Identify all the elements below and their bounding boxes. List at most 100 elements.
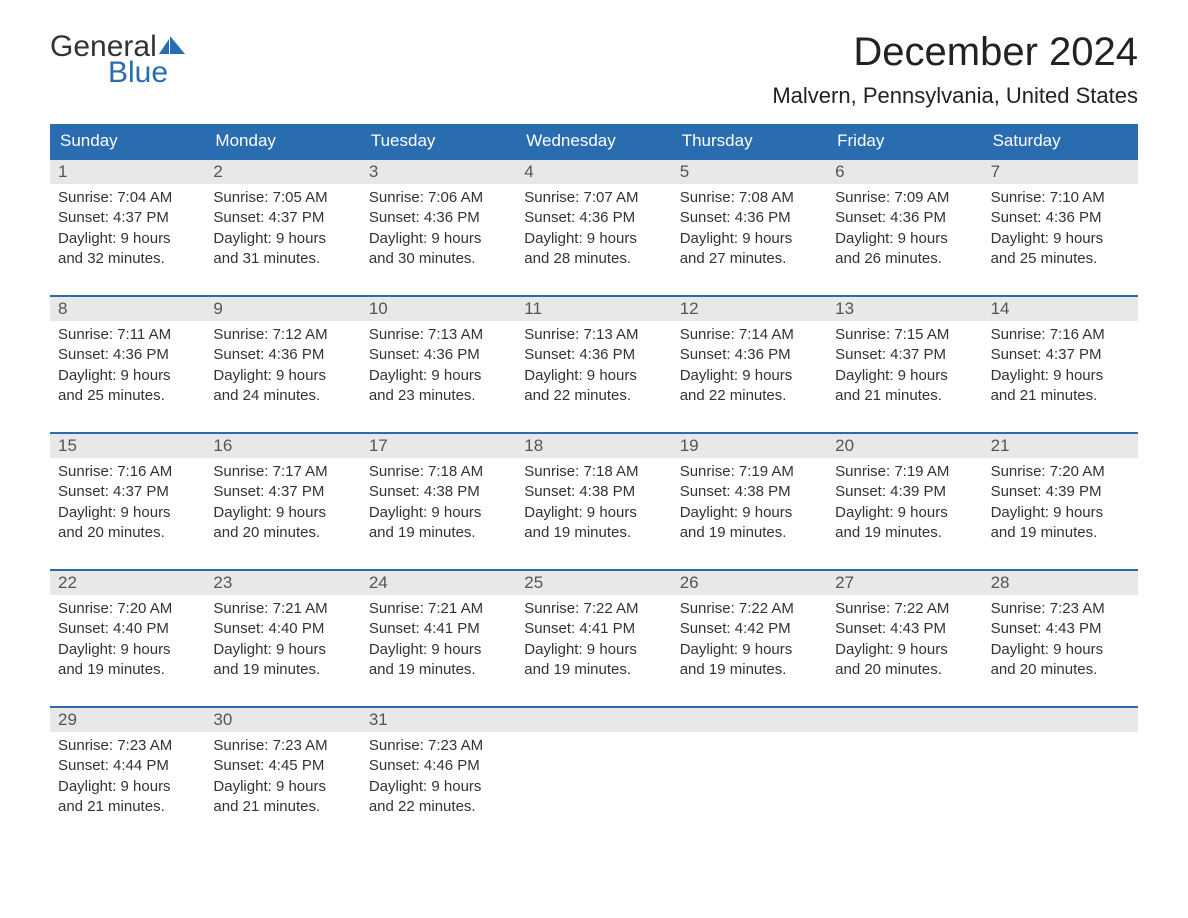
sunrise-text: Sunrise: 7:20 AM [58,599,197,619]
sunrise-text: Sunrise: 7:19 AM [835,462,974,482]
sunset-text: Sunset: 4:37 PM [58,208,197,228]
weekday-header-row: Sunday Monday Tuesday Wednesday Thursday… [50,124,1138,158]
sunset-text: Sunset: 4:39 PM [835,482,974,502]
day-cell: 26Sunrise: 7:22 AMSunset: 4:42 PMDayligh… [672,571,827,688]
day-number: 17 [361,434,516,458]
daylight-text: Daylight: 9 hours and 19 minutes. [369,503,508,544]
day-number-empty [827,708,982,732]
day-cell: 18Sunrise: 7:18 AMSunset: 4:38 PMDayligh… [516,434,671,551]
sunrise-text: Sunrise: 7:13 AM [524,325,663,345]
daylight-text: Daylight: 9 hours and 19 minutes. [835,503,974,544]
day-number: 3 [361,160,516,184]
page-header: General Blue December 2024 Malvern, Penn… [50,30,1138,109]
sunset-text: Sunset: 4:38 PM [369,482,508,502]
daylight-text: Daylight: 9 hours and 19 minutes. [680,503,819,544]
daylight-text: Daylight: 9 hours and 20 minutes. [58,503,197,544]
weeks-container: 1Sunrise: 7:04 AMSunset: 4:37 PMDaylight… [50,158,1138,825]
sunrise-text: Sunrise: 7:17 AM [213,462,352,482]
day-cell: 10Sunrise: 7:13 AMSunset: 4:36 PMDayligh… [361,297,516,414]
sunset-text: Sunset: 4:36 PM [991,208,1130,228]
day-number: 12 [672,297,827,321]
day-cell: 22Sunrise: 7:20 AMSunset: 4:40 PMDayligh… [50,571,205,688]
sunrise-text: Sunrise: 7:23 AM [213,736,352,756]
daylight-text: Daylight: 9 hours and 30 minutes. [369,229,508,270]
daylight-text: Daylight: 9 hours and 31 minutes. [213,229,352,270]
month-title: December 2024 [772,30,1138,75]
daylight-text: Daylight: 9 hours and 19 minutes. [991,503,1130,544]
day-info: Sunrise: 7:10 AMSunset: 4:36 PMDaylight:… [983,184,1138,277]
day-number: 22 [50,571,205,595]
sunrise-text: Sunrise: 7:16 AM [58,462,197,482]
weekday-wednesday: Wednesday [516,124,671,158]
week-row: 1Sunrise: 7:04 AMSunset: 4:37 PMDaylight… [50,158,1138,277]
sunrise-text: Sunrise: 7:10 AM [991,188,1130,208]
day-info: Sunrise: 7:05 AMSunset: 4:37 PMDaylight:… [205,184,360,277]
sunset-text: Sunset: 4:45 PM [213,756,352,776]
day-number: 6 [827,160,982,184]
sunset-text: Sunset: 4:46 PM [369,756,508,776]
day-number: 18 [516,434,671,458]
logo: General Blue [50,30,187,90]
sunset-text: Sunset: 4:36 PM [680,345,819,365]
day-cell [983,708,1138,825]
day-info: Sunrise: 7:13 AMSunset: 4:36 PMDaylight:… [361,321,516,414]
daylight-text: Daylight: 9 hours and 20 minutes. [213,503,352,544]
day-number: 4 [516,160,671,184]
sunrise-text: Sunrise: 7:05 AM [213,188,352,208]
sunset-text: Sunset: 4:36 PM [524,208,663,228]
day-cell: 31Sunrise: 7:23 AMSunset: 4:46 PMDayligh… [361,708,516,825]
day-info: Sunrise: 7:18 AMSunset: 4:38 PMDaylight:… [516,458,671,551]
day-info: Sunrise: 7:23 AMSunset: 4:43 PMDaylight:… [983,595,1138,688]
sunset-text: Sunset: 4:42 PM [680,619,819,639]
sunset-text: Sunset: 4:36 PM [680,208,819,228]
day-info: Sunrise: 7:19 AMSunset: 4:38 PMDaylight:… [672,458,827,551]
day-info: Sunrise: 7:06 AMSunset: 4:36 PMDaylight:… [361,184,516,277]
day-number: 23 [205,571,360,595]
day-info: Sunrise: 7:22 AMSunset: 4:43 PMDaylight:… [827,595,982,688]
day-number: 11 [516,297,671,321]
day-number: 29 [50,708,205,732]
day-number: 26 [672,571,827,595]
day-info: Sunrise: 7:07 AMSunset: 4:36 PMDaylight:… [516,184,671,277]
day-cell: 9Sunrise: 7:12 AMSunset: 4:36 PMDaylight… [205,297,360,414]
sunset-text: Sunset: 4:37 PM [213,208,352,228]
sunset-text: Sunset: 4:37 PM [58,482,197,502]
day-number: 10 [361,297,516,321]
day-number: 9 [205,297,360,321]
day-cell: 8Sunrise: 7:11 AMSunset: 4:36 PMDaylight… [50,297,205,414]
day-number: 8 [50,297,205,321]
day-info: Sunrise: 7:08 AMSunset: 4:36 PMDaylight:… [672,184,827,277]
daylight-text: Daylight: 9 hours and 21 minutes. [58,777,197,818]
sunset-text: Sunset: 4:36 PM [369,208,508,228]
day-number: 28 [983,571,1138,595]
daylight-text: Daylight: 9 hours and 19 minutes. [213,640,352,681]
sunset-text: Sunset: 4:36 PM [369,345,508,365]
sunset-text: Sunset: 4:38 PM [680,482,819,502]
day-cell: 16Sunrise: 7:17 AMSunset: 4:37 PMDayligh… [205,434,360,551]
day-cell: 7Sunrise: 7:10 AMSunset: 4:36 PMDaylight… [983,160,1138,277]
weekday-saturday: Saturday [983,124,1138,158]
sunset-text: Sunset: 4:41 PM [524,619,663,639]
day-info: Sunrise: 7:15 AMSunset: 4:37 PMDaylight:… [827,321,982,414]
sunrise-text: Sunrise: 7:23 AM [369,736,508,756]
day-cell: 11Sunrise: 7:13 AMSunset: 4:36 PMDayligh… [516,297,671,414]
daylight-text: Daylight: 9 hours and 26 minutes. [835,229,974,270]
sunset-text: Sunset: 4:36 PM [58,345,197,365]
day-info: Sunrise: 7:22 AMSunset: 4:41 PMDaylight:… [516,595,671,688]
daylight-text: Daylight: 9 hours and 25 minutes. [991,229,1130,270]
day-info: Sunrise: 7:16 AMSunset: 4:37 PMDaylight:… [50,458,205,551]
day-info: Sunrise: 7:14 AMSunset: 4:36 PMDaylight:… [672,321,827,414]
daylight-text: Daylight: 9 hours and 21 minutes. [991,366,1130,407]
day-info: Sunrise: 7:17 AMSunset: 4:37 PMDaylight:… [205,458,360,551]
day-cell: 30Sunrise: 7:23 AMSunset: 4:45 PMDayligh… [205,708,360,825]
sunset-text: Sunset: 4:36 PM [213,345,352,365]
sunrise-text: Sunrise: 7:20 AM [991,462,1130,482]
daylight-text: Daylight: 9 hours and 22 minutes. [680,366,819,407]
day-number: 5 [672,160,827,184]
sunrise-text: Sunrise: 7:22 AM [835,599,974,619]
day-info: Sunrise: 7:22 AMSunset: 4:42 PMDaylight:… [672,595,827,688]
day-cell: 29Sunrise: 7:23 AMSunset: 4:44 PMDayligh… [50,708,205,825]
sunrise-text: Sunrise: 7:18 AM [524,462,663,482]
sunrise-text: Sunrise: 7:21 AM [213,599,352,619]
logo-text-blue: Blue [108,56,187,90]
